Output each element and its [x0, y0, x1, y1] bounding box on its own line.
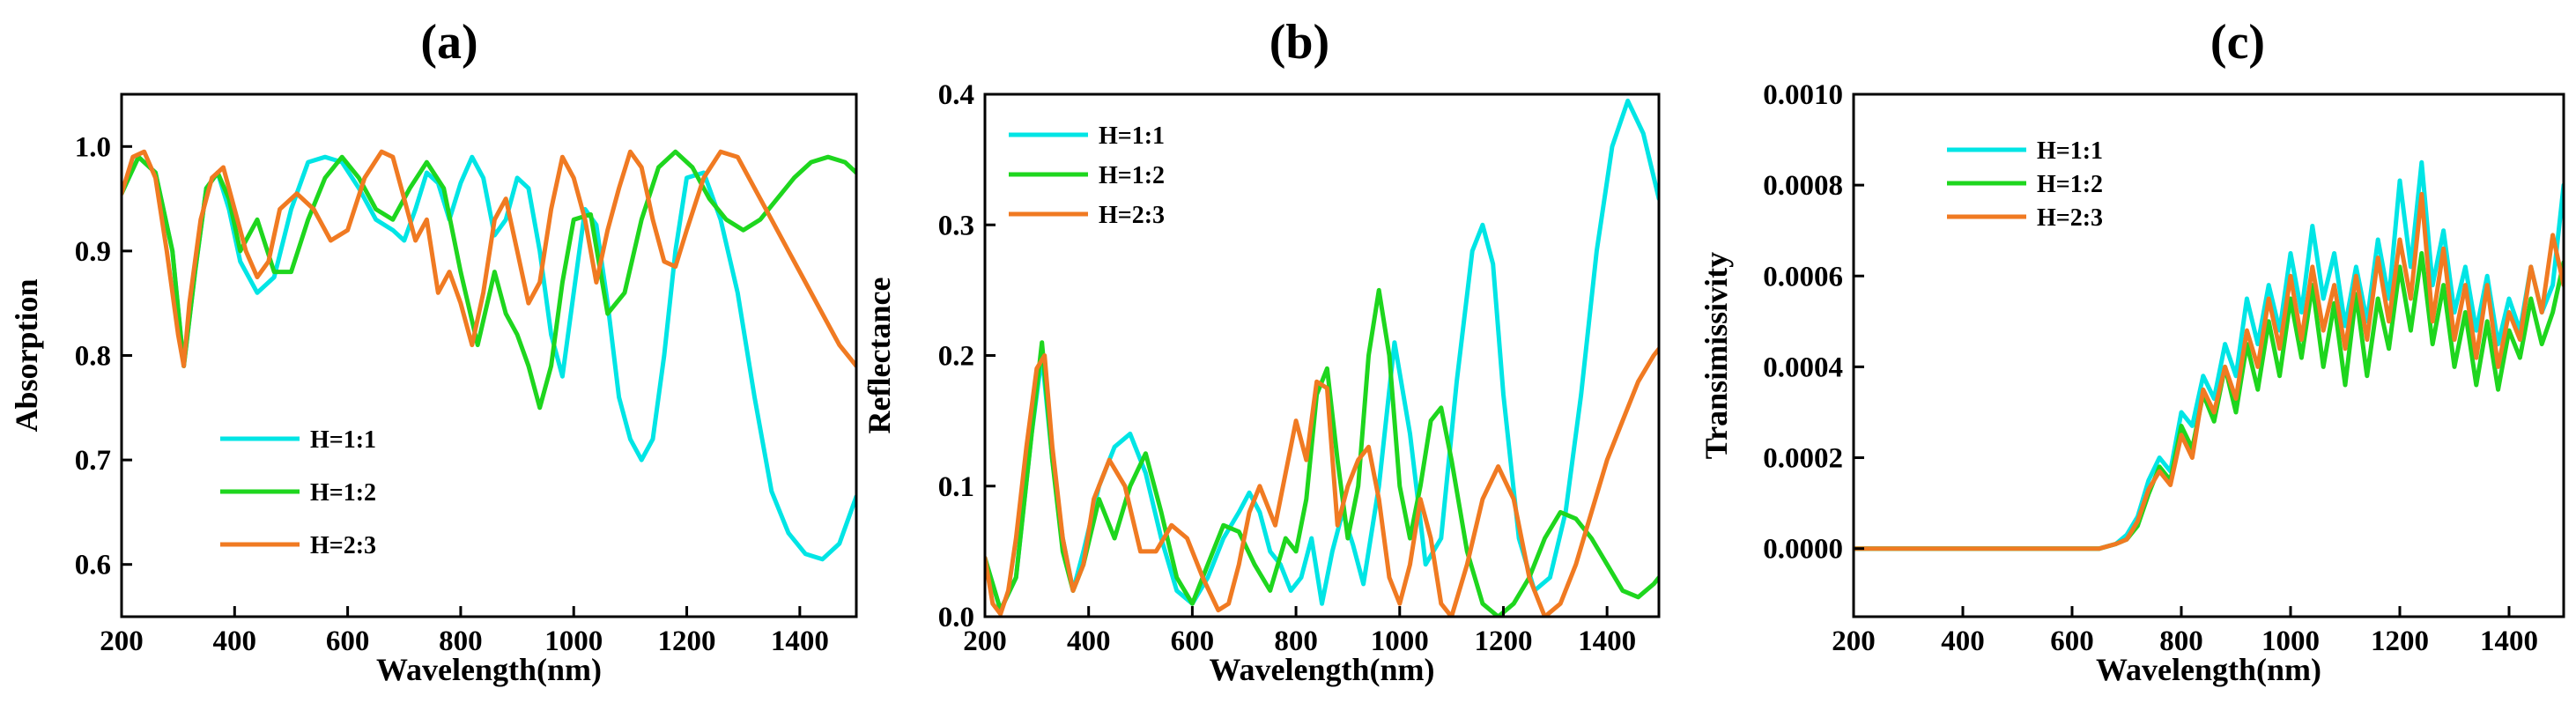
y-tick-label: 0.0000 — [1763, 534, 1843, 566]
x-tick-label: 1200 — [1474, 625, 1532, 657]
series-line-h-2-3 — [985, 346, 1659, 617]
series-line-h-1-1 — [122, 154, 856, 562]
legend-label: H=2:3 — [1099, 202, 1165, 229]
panel-label: (c) — [2210, 15, 2265, 70]
x-tick-label: 1400 — [771, 625, 829, 657]
x-tick-label: 1400 — [2480, 625, 2538, 657]
y-axis-title: Transimissivity — [1699, 252, 1734, 459]
y-tick-label: 0.0006 — [1763, 261, 1843, 292]
y-tick-label: 0.9 — [75, 236, 111, 268]
x-tick-label: 600 — [1171, 625, 1215, 657]
x-tick-label: 400 — [1067, 625, 1111, 657]
x-tick-label: 800 — [1274, 625, 1318, 657]
y-tick-label: 0.1 — [938, 471, 974, 503]
x-tick-label: 1200 — [658, 625, 716, 657]
legend: H=1:1 H=1:2 H=2:3 — [220, 426, 376, 559]
y-axis-title: Absorption — [9, 278, 44, 432]
x-tick-label: 1000 — [1371, 625, 1429, 657]
legend: H=1:1 H=1:2 H=2:3 — [1947, 137, 2103, 232]
x-tick-label: 800 — [439, 625, 483, 657]
legend-label: H=2:3 — [310, 532, 376, 559]
chart-panel-2: (b) 200 400 600 800 1000 1200 1400 0.0 0.1 0.2 0.3 0… — [862, 15, 1661, 687]
x-tick-label: 200 — [100, 625, 144, 657]
series-line-h-1-1 — [985, 98, 1659, 613]
x-tick-label: 400 — [213, 625, 257, 657]
y-tick-label: 0.3 — [938, 210, 974, 241]
chart-panel-1: (a) 200 400 600 800 1000 1200 1400 0.6 0.7 0.8 0.9 1… — [9, 15, 858, 687]
x-tick-label: 800 — [2159, 625, 2203, 657]
legend-label: H=1:1 — [310, 426, 376, 454]
x-tick-label: 1000 — [2261, 625, 2320, 657]
series-line-h-1-2 — [985, 287, 1659, 617]
y-tick-label: 0.7 — [75, 445, 111, 477]
y-tick-label: 0.4 — [938, 79, 974, 111]
x-axis-title: Wavelength(nm) — [2096, 652, 2321, 687]
x-tick-label: 1000 — [544, 625, 603, 657]
y-tick-label: 0.0 — [938, 602, 974, 633]
y-axis-title: Reflectance — [862, 278, 897, 434]
y-tick-label: 0.0008 — [1763, 170, 1843, 202]
series-line-h-2-3 — [122, 149, 856, 368]
y-tick-label: 0.6 — [75, 550, 111, 581]
x-tick-label: 200 — [1832, 625, 1876, 657]
legend-label: H=1:1 — [1099, 122, 1165, 150]
legend-label: H=2:3 — [2037, 204, 2103, 232]
y-tick-label: 0.2 — [938, 341, 974, 373]
series-line-h-1-2 — [122, 149, 856, 411]
y-tick-label: 0.0002 — [1763, 443, 1843, 475]
legend-label: H=1:2 — [310, 479, 376, 507]
chart-panel-3: (c) 200 400 600 800 1000 1200 1400 0.0000 0.0002 0… — [1699, 15, 2565, 687]
x-tick-label: 1200 — [2371, 625, 2429, 657]
legend-label: H=1:2 — [2037, 171, 2103, 198]
legend: H=1:1 H=1:2 H=2:3 — [1009, 122, 1165, 229]
x-tick-label: 200 — [963, 625, 1007, 657]
y-tick-label: 0.0004 — [1763, 352, 1843, 383]
x-tick-label: 600 — [326, 625, 370, 657]
panel-label: (a) — [420, 15, 477, 70]
x-axis-title: Wavelength(nm) — [376, 652, 602, 687]
y-tick-label: 0.8 — [75, 341, 111, 373]
legend-label: H=1:2 — [1099, 162, 1165, 189]
x-axis-title: Wavelength(nm) — [1210, 652, 1435, 687]
x-tick-label: 400 — [1941, 625, 1985, 657]
x-tick-label: 600 — [2050, 625, 2094, 657]
plot-frame — [1852, 93, 2565, 618]
series-line-h-2-3 — [1854, 191, 2564, 551]
y-tick-label: 1.0 — [75, 131, 111, 163]
legend-label: H=1:1 — [2037, 137, 2103, 165]
panel-label: (b) — [1269, 15, 1329, 70]
x-tick-label: 1400 — [1578, 625, 1636, 657]
y-tick-label: 0.0010 — [1763, 79, 1843, 111]
